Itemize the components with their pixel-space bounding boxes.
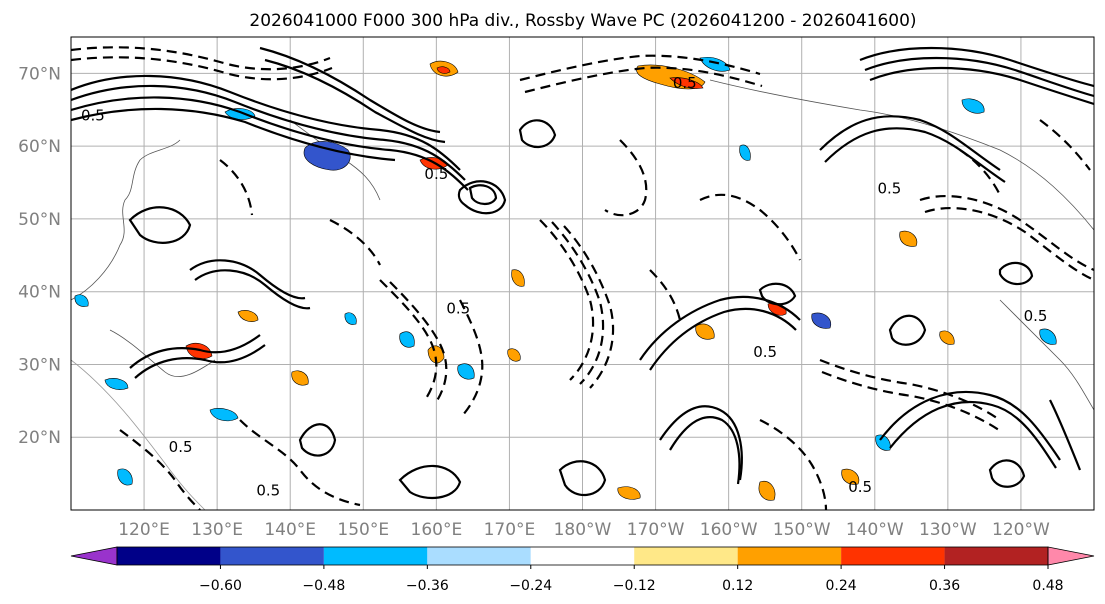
- contour-value-label: 0.5: [424, 165, 448, 183]
- colorbar-tick-label: −0.12: [613, 578, 656, 594]
- colorbar-segment: [944, 547, 1048, 565]
- colorbar-tick-label: −0.60: [199, 578, 242, 594]
- lon-tick-label: 140°E: [264, 520, 316, 540]
- latitude-labels: 20°N 30°N 40°N 50°N 60°N 70°N: [18, 64, 61, 448]
- colorbar-segment: [117, 547, 221, 565]
- lon-tick-label: 170°E: [484, 520, 536, 540]
- contour-labels: 0.5 0.5 0.5 0.5 0.5 0.5 0.5 0.5 0.5 0.5: [81, 74, 1047, 500]
- lon-tick-label: 170°W: [627, 520, 685, 540]
- lon-tick-label: 130°W: [919, 520, 977, 540]
- colorbar-segment: [634, 547, 738, 565]
- colorbar-segment: [427, 547, 531, 565]
- contour-value-label: 0.5: [81, 107, 105, 125]
- lon-tick-label: 130°E: [191, 520, 243, 540]
- lon-tick-label: 180°W: [554, 520, 612, 540]
- colorbar-tick-label: −0.48: [302, 578, 345, 594]
- lon-tick-label: 140°W: [846, 520, 904, 540]
- colorbar-segment: [323, 547, 428, 565]
- contour-value-label: 0.5: [848, 478, 872, 496]
- colorbar-tick-labels: −0.60 −0.48 −0.36 −0.24 −0.12 0.12 0.24 0.36 0.4…: [199, 565, 1064, 594]
- lon-tick-label: 120°W: [992, 520, 1050, 540]
- colorbar-tick-label: 0.24: [826, 578, 857, 594]
- colorbar-segment: [530, 547, 635, 565]
- lon-tick-label: 150°E: [337, 520, 389, 540]
- colorbar-tick-label: 0.12: [722, 578, 753, 594]
- colorbar-extend-high: [1047, 546, 1095, 566]
- lat-tick-label: 50°N: [18, 210, 61, 230]
- contour-value-label: 0.5: [673, 74, 697, 92]
- lat-tick-label: 30°N: [18, 355, 61, 375]
- contour-value-label: 0.5: [753, 343, 777, 361]
- contour-value-label: 0.5: [1024, 307, 1048, 325]
- colorbar-tick-label: 0.48: [1032, 578, 1063, 594]
- contour-value-label: 0.5: [169, 438, 193, 456]
- contour-value-label: 0.5: [877, 179, 901, 197]
- lat-tick-label: 60°N: [18, 137, 61, 157]
- lon-tick-label: 160°E: [411, 520, 463, 540]
- colorbar: [70, 546, 1095, 566]
- map-area: 0.5 0.5 0.5 0.5 0.5 0.5 0.5 0.5 0.5 0.5: [70, 36, 1095, 511]
- divergence-shading: [74, 57, 1057, 501]
- map-frame: [70, 36, 1095, 511]
- colorbar-segment: [841, 547, 945, 565]
- colorbar-tick-label: −0.36: [406, 578, 449, 594]
- colorbar-segment: [737, 547, 842, 565]
- colorbar-tick-label: −0.24: [509, 578, 552, 594]
- contour-value-label: 0.5: [256, 481, 280, 499]
- colorbar-extend-low: [70, 546, 118, 566]
- lon-tick-label: 120°E: [118, 520, 170, 540]
- contour-value-label: 0.5: [446, 300, 470, 318]
- positive-contours: [71, 46, 1094, 499]
- map-title: 2026041000 F000 300 hPa div., Rossby Wav…: [249, 11, 916, 31]
- lon-tick-label: 150°W: [773, 520, 831, 540]
- colorbar-frame: [116, 546, 1049, 566]
- negative-contours: [71, 46, 1094, 510]
- colorbar-tick-label: 0.36: [929, 578, 960, 594]
- lat-tick-label: 40°N: [18, 283, 61, 303]
- colorbar-segment: [220, 547, 324, 565]
- longitude-labels: 120°E 130°E 140°E 150°E 160°E 170°E 180°W 170°W…: [118, 520, 1050, 540]
- lat-tick-label: 20°N: [18, 428, 61, 448]
- lat-tick-label: 70°N: [18, 64, 61, 84]
- lon-tick-label: 160°W: [700, 520, 758, 540]
